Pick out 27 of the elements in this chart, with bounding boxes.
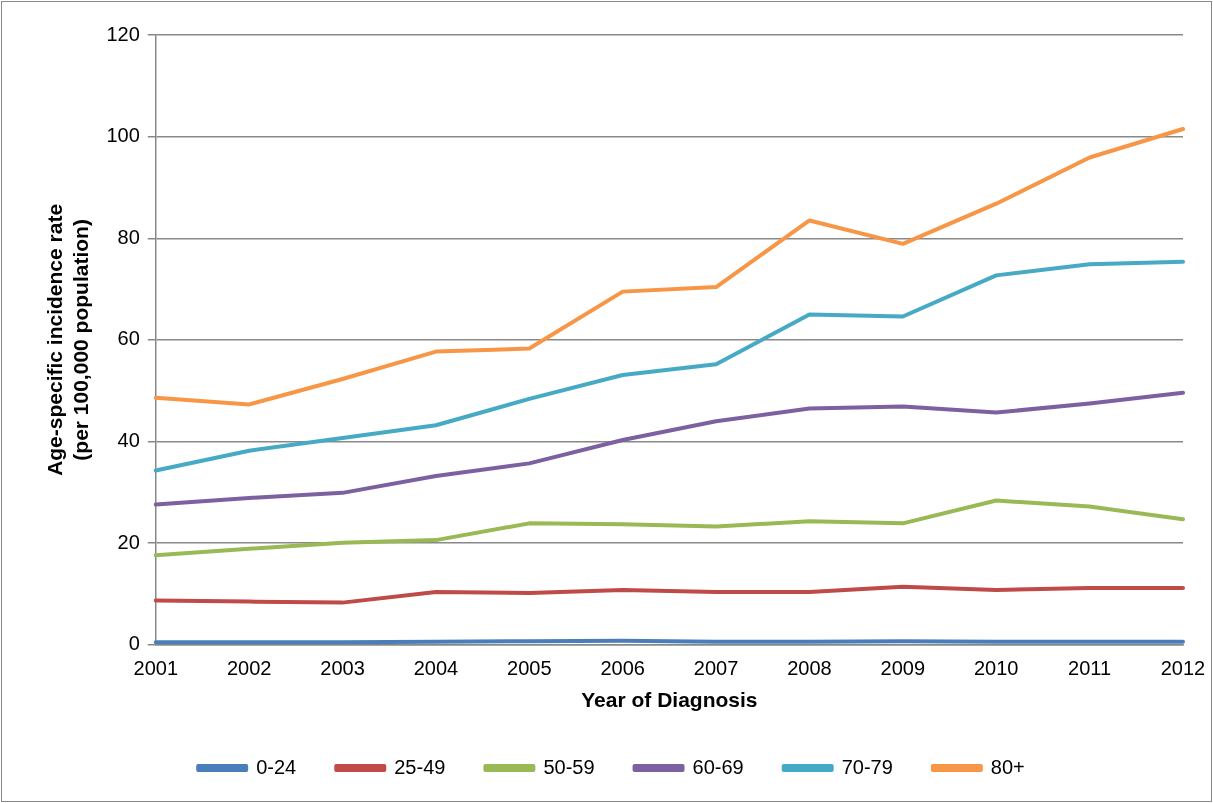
y-tick-label: 40 xyxy=(117,429,140,452)
y-tick-label: 120 xyxy=(106,22,140,45)
x-tick-label: 2001 xyxy=(133,657,179,680)
x-tick-label: 2006 xyxy=(600,657,645,680)
y-tick-label: 80 xyxy=(117,225,140,248)
x-tick-label: 2004 xyxy=(413,657,459,680)
x-tick-label: 2009 xyxy=(880,657,926,680)
x-tick-label: 2008 xyxy=(787,657,832,680)
x-tick-label: 2003 xyxy=(320,657,365,680)
legend-label: 60-69 xyxy=(692,755,744,778)
legend-label: 0-24 xyxy=(256,755,297,778)
x-axis-title: Year of Diagnosis xyxy=(581,688,758,712)
y-axis-title: Age-specific incidence rate (per 100,000 population) xyxy=(43,203,92,476)
y-tick-label: 60 xyxy=(117,327,140,350)
x-tick-label: 2011 xyxy=(1068,657,1112,680)
x-tick-label: 2012 xyxy=(1160,657,1206,680)
x-tick-label: 2007 xyxy=(693,657,739,680)
legend-label: 70-79 xyxy=(841,755,893,778)
legend-label: 50-59 xyxy=(543,755,595,778)
y-tick-label: 20 xyxy=(117,530,140,553)
legend-label: 25-49 xyxy=(394,755,446,778)
y-tick-label: 0 xyxy=(128,632,140,655)
x-tick-label: 2005 xyxy=(507,657,552,680)
y-tick-label: 100 xyxy=(106,124,140,147)
legend-label: 80+ xyxy=(990,755,1025,778)
x-tick-label: 2010 xyxy=(973,657,1019,680)
x-tick-label: 2002 xyxy=(226,657,272,680)
